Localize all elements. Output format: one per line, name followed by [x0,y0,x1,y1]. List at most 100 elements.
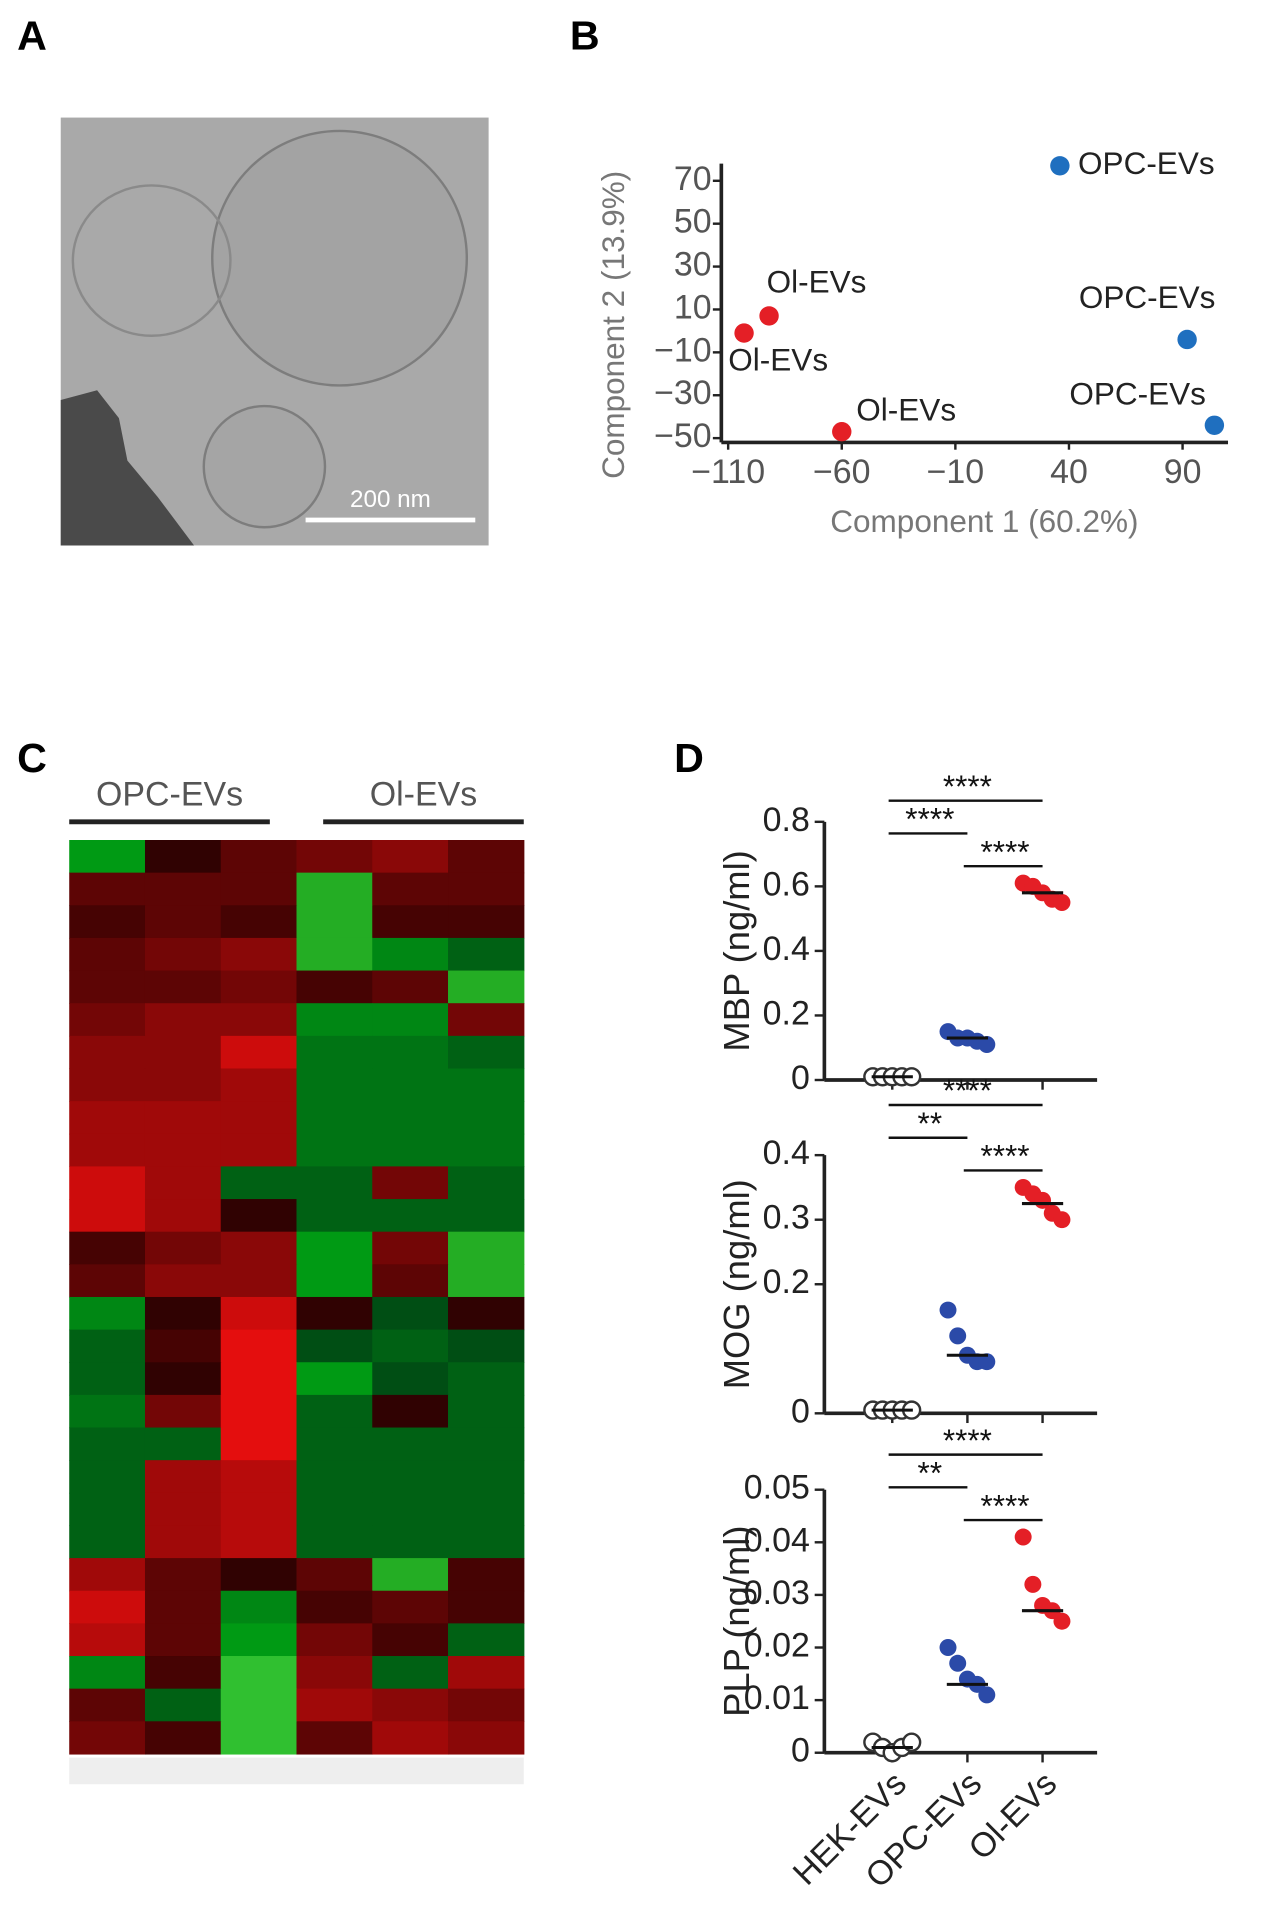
heat-cell [296,840,373,874]
heat-cell [448,1590,525,1624]
group-label: Ol-EVs [370,775,477,813]
heat-cell [372,1492,449,1527]
x-axis-title: Component 1 (60.2%) [830,503,1138,539]
heat-cell [220,1362,298,1396]
sig-label: ** [918,1105,943,1141]
heat-cell [69,1329,146,1363]
y-axis-title: MOG (ng/ml) [716,1179,757,1389]
heat-cell [144,1101,222,1135]
y-axis-title: Component 2 (13.9%) [595,171,631,479]
heat-cell [372,840,449,874]
heat-cell [69,1362,146,1396]
heat-cell [448,1623,525,1657]
x-tick-label: −10 [927,453,985,491]
heat-cell [144,1460,222,1494]
heat-cell [372,1296,449,1331]
heat-cell [296,970,373,1004]
heat-cell [372,1688,449,1722]
heat-cell [372,1525,449,1559]
heat-cell [448,1525,525,1559]
heat-cell [220,1492,298,1527]
heat-cell [144,1003,222,1037]
heat-cell [372,970,449,1004]
heat-cell [69,1296,146,1331]
heat-cell [448,1721,525,1755]
heat-cell [144,1688,222,1722]
point [1014,1528,1032,1546]
heat-cell [372,1264,449,1298]
y-tick-label: 0.4 [763,930,810,968]
heat-cell [448,905,525,939]
heat-cell [296,1656,373,1690]
y-tick-label: 0.03 [744,1574,810,1612]
heat-cell [144,1296,222,1331]
heat-cell [69,1427,146,1461]
heat-cell [144,1525,222,1559]
heat-cell [69,1199,146,1233]
heat-cell [448,1329,525,1363]
heat-cell [69,1688,146,1722]
sig-label: **** [943,1422,992,1458]
heat-cell [448,1460,525,1494]
point [734,323,754,343]
heat-cell [296,1003,373,1037]
panel-letter: A [17,13,47,59]
heat-cell [144,905,222,939]
heat-cell [296,1362,373,1396]
heat-cell [448,1558,525,1592]
heat-cell [372,1590,449,1624]
heat-cell [296,1623,373,1657]
heat-cell [372,1231,449,1265]
point-label: Ol-EVs [856,392,956,428]
heat-cell [296,872,373,906]
heat-cell [372,872,449,906]
heat-cell [220,1231,298,1265]
heat-cell [144,970,222,1004]
heat-cell [220,937,298,972]
point-label: OPC-EVs [1079,279,1216,315]
heat-cell [220,872,298,906]
point [939,1301,957,1319]
x-tick-label: 90 [1164,453,1202,491]
heat-cell [69,840,146,874]
heat-cell [220,1133,298,1168]
point-label: OPC-EVs [1078,145,1215,181]
heat-cell [448,1394,525,1429]
heat-cell [372,1656,449,1690]
heat-cell [220,1264,298,1298]
heat-cell [448,1492,525,1527]
heat-cell [69,1656,146,1690]
heat-cell [69,970,146,1004]
x-tick-label: 40 [1050,453,1088,491]
micrograph: 200 nm [60,117,489,546]
y-axis-title: PLP (ng/ml) [716,1526,757,1717]
heat-cell [296,1199,373,1233]
group-label: OPC-EVs [96,775,243,813]
heat-cell [69,1035,146,1070]
y-tick-label: 0 [791,1059,810,1097]
heat-cell [448,1199,525,1233]
heat-cell [220,1101,298,1135]
heat-cell [220,1394,298,1429]
x-tick-label: −110 [691,453,765,491]
y-tick-label: 10 [674,288,712,326]
heat-cell [69,1003,146,1037]
heat-cell [448,1166,525,1200]
heat-cell [448,872,525,906]
heat-cell [220,1427,298,1461]
heat-cell [296,1264,373,1298]
heat-cell [144,1558,222,1592]
panel-letter: C [17,735,47,781]
heat-cell [448,1035,525,1070]
heat-cell [144,1590,222,1624]
heat-cell [448,1296,525,1331]
heat-cell [220,1656,298,1690]
heat-cell [296,1296,373,1331]
panel-letter: B [570,13,600,59]
heat-cell [69,1460,146,1494]
heat-cell [69,1394,146,1429]
y-tick-label: 0.04 [744,1521,810,1559]
heat-cell [372,1035,449,1070]
heat-cell [220,1721,298,1755]
heat-cell [372,1166,449,1200]
